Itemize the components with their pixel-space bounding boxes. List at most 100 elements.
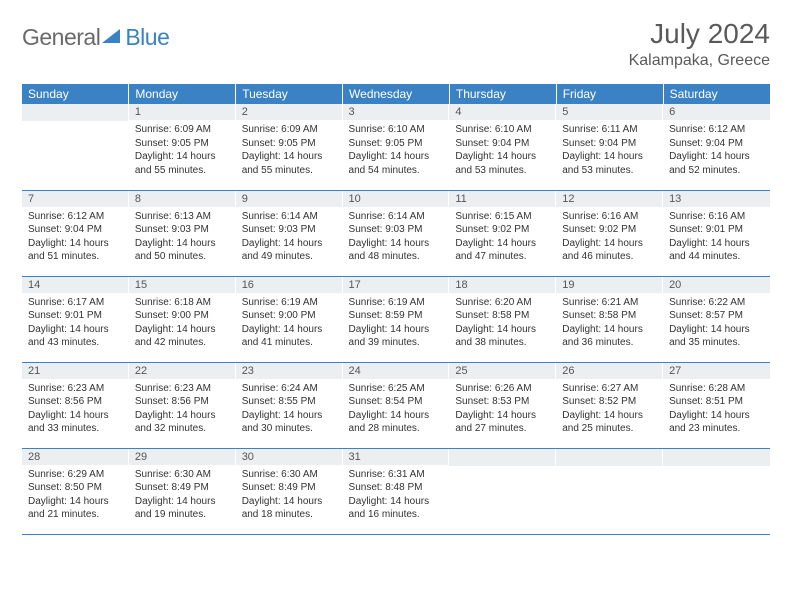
calendar-cell: 13Sunrise: 6:16 AMSunset: 9:01 PMDayligh… <box>663 190 770 276</box>
day-info: Sunrise: 6:25 AMSunset: 8:54 PMDaylight:… <box>343 379 450 440</box>
calendar-cell: 31Sunrise: 6:31 AMSunset: 8:48 PMDayligh… <box>343 448 450 534</box>
calendar-cell: 5Sunrise: 6:11 AMSunset: 9:04 PMDaylight… <box>556 104 663 190</box>
calendar-cell: 11Sunrise: 6:15 AMSunset: 9:02 PMDayligh… <box>449 190 556 276</box>
day-number-empty <box>663 449 770 466</box>
day-info: Sunrise: 6:20 AMSunset: 8:58 PMDaylight:… <box>449 293 556 354</box>
title-block: July 2024 Kalampaka, Greece <box>629 18 770 70</box>
calendar-cell: 3Sunrise: 6:10 AMSunset: 9:05 PMDaylight… <box>343 104 450 190</box>
calendar-cell: 24Sunrise: 6:25 AMSunset: 8:54 PMDayligh… <box>343 362 450 448</box>
day-number: 30 <box>236 449 343 465</box>
day-info: Sunrise: 6:16 AMSunset: 9:01 PMDaylight:… <box>663 207 770 268</box>
day-info: Sunrise: 6:10 AMSunset: 9:05 PMDaylight:… <box>343 120 450 181</box>
calendar-cell <box>449 448 556 534</box>
weekday-header: Tuesday <box>236 84 343 104</box>
calendar-cell: 15Sunrise: 6:18 AMSunset: 9:00 PMDayligh… <box>129 276 236 362</box>
calendar-body: 1Sunrise: 6:09 AMSunset: 9:05 PMDaylight… <box>22 104 770 534</box>
calendar-cell: 25Sunrise: 6:26 AMSunset: 8:53 PMDayligh… <box>449 362 556 448</box>
day-number: 25 <box>449 363 556 379</box>
calendar-row: 14Sunrise: 6:17 AMSunset: 9:01 PMDayligh… <box>22 276 770 362</box>
day-info: Sunrise: 6:24 AMSunset: 8:55 PMDaylight:… <box>236 379 343 440</box>
calendar-cell: 6Sunrise: 6:12 AMSunset: 9:04 PMDaylight… <box>663 104 770 190</box>
calendar-cell: 7Sunrise: 6:12 AMSunset: 9:04 PMDaylight… <box>22 190 129 276</box>
day-number: 11 <box>449 191 556 207</box>
calendar-cell: 4Sunrise: 6:10 AMSunset: 9:04 PMDaylight… <box>449 104 556 190</box>
weekday-header: Thursday <box>449 84 556 104</box>
day-info: Sunrise: 6:23 AMSunset: 8:56 PMDaylight:… <box>22 379 129 440</box>
calendar-cell: 14Sunrise: 6:17 AMSunset: 9:01 PMDayligh… <box>22 276 129 362</box>
day-number: 13 <box>663 191 770 207</box>
day-info: Sunrise: 6:29 AMSunset: 8:50 PMDaylight:… <box>22 465 129 526</box>
calendar-row: 28Sunrise: 6:29 AMSunset: 8:50 PMDayligh… <box>22 448 770 534</box>
calendar-cell: 1Sunrise: 6:09 AMSunset: 9:05 PMDaylight… <box>129 104 236 190</box>
day-number: 9 <box>236 191 343 207</box>
calendar-cell: 27Sunrise: 6:28 AMSunset: 8:51 PMDayligh… <box>663 362 770 448</box>
calendar-cell: 17Sunrise: 6:19 AMSunset: 8:59 PMDayligh… <box>343 276 450 362</box>
day-info: Sunrise: 6:22 AMSunset: 8:57 PMDaylight:… <box>663 293 770 354</box>
weekday-header: Friday <box>556 84 663 104</box>
calendar-cell: 26Sunrise: 6:27 AMSunset: 8:52 PMDayligh… <box>556 362 663 448</box>
day-number: 20 <box>663 277 770 293</box>
calendar-cell: 28Sunrise: 6:29 AMSunset: 8:50 PMDayligh… <box>22 448 129 534</box>
day-number-empty <box>556 449 663 466</box>
day-info: Sunrise: 6:19 AMSunset: 8:59 PMDaylight:… <box>343 293 450 354</box>
day-info: Sunrise: 6:14 AMSunset: 9:03 PMDaylight:… <box>236 207 343 268</box>
day-number: 2 <box>236 104 343 120</box>
day-info: Sunrise: 6:12 AMSunset: 9:04 PMDaylight:… <box>663 120 770 181</box>
day-info: Sunrise: 6:16 AMSunset: 9:02 PMDaylight:… <box>556 207 663 268</box>
day-info: Sunrise: 6:27 AMSunset: 8:52 PMDaylight:… <box>556 379 663 440</box>
calendar-cell: 30Sunrise: 6:30 AMSunset: 8:49 PMDayligh… <box>236 448 343 534</box>
calendar-cell: 8Sunrise: 6:13 AMSunset: 9:03 PMDaylight… <box>129 190 236 276</box>
calendar-cell: 21Sunrise: 6:23 AMSunset: 8:56 PMDayligh… <box>22 362 129 448</box>
day-number: 10 <box>343 191 450 207</box>
brand-triangle-icon <box>102 27 120 48</box>
day-info: Sunrise: 6:21 AMSunset: 8:58 PMDaylight:… <box>556 293 663 354</box>
day-number: 16 <box>236 277 343 293</box>
brand-text-left: General <box>22 24 100 51</box>
weekday-header: Saturday <box>663 84 770 104</box>
calendar-cell: 16Sunrise: 6:19 AMSunset: 9:00 PMDayligh… <box>236 276 343 362</box>
day-info: Sunrise: 6:10 AMSunset: 9:04 PMDaylight:… <box>449 120 556 181</box>
calendar-row: 1Sunrise: 6:09 AMSunset: 9:05 PMDaylight… <box>22 104 770 190</box>
day-number: 19 <box>556 277 663 293</box>
day-info: Sunrise: 6:19 AMSunset: 9:00 PMDaylight:… <box>236 293 343 354</box>
calendar-cell: 18Sunrise: 6:20 AMSunset: 8:58 PMDayligh… <box>449 276 556 362</box>
day-number: 23 <box>236 363 343 379</box>
day-info: Sunrise: 6:30 AMSunset: 8:49 PMDaylight:… <box>236 465 343 526</box>
weekday-header: Monday <box>129 84 236 104</box>
day-info: Sunrise: 6:30 AMSunset: 8:49 PMDaylight:… <box>129 465 236 526</box>
calendar-row: 21Sunrise: 6:23 AMSunset: 8:56 PMDayligh… <box>22 362 770 448</box>
day-info: Sunrise: 6:28 AMSunset: 8:51 PMDaylight:… <box>663 379 770 440</box>
day-number-empty <box>449 449 556 466</box>
day-info: Sunrise: 6:11 AMSunset: 9:04 PMDaylight:… <box>556 120 663 181</box>
calendar-cell <box>663 448 770 534</box>
calendar-cell: 10Sunrise: 6:14 AMSunset: 9:03 PMDayligh… <box>343 190 450 276</box>
calendar-cell: 12Sunrise: 6:16 AMSunset: 9:02 PMDayligh… <box>556 190 663 276</box>
calendar-cell <box>22 104 129 190</box>
calendar-cell: 19Sunrise: 6:21 AMSunset: 8:58 PMDayligh… <box>556 276 663 362</box>
calendar-cell: 22Sunrise: 6:23 AMSunset: 8:56 PMDayligh… <box>129 362 236 448</box>
day-info: Sunrise: 6:14 AMSunset: 9:03 PMDaylight:… <box>343 207 450 268</box>
calendar-cell: 2Sunrise: 6:09 AMSunset: 9:05 PMDaylight… <box>236 104 343 190</box>
day-number: 12 <box>556 191 663 207</box>
day-number: 7 <box>22 191 129 207</box>
day-number-empty <box>22 104 129 121</box>
calendar-cell: 29Sunrise: 6:30 AMSunset: 8:49 PMDayligh… <box>129 448 236 534</box>
day-info: Sunrise: 6:23 AMSunset: 8:56 PMDaylight:… <box>129 379 236 440</box>
day-number: 22 <box>129 363 236 379</box>
day-number: 6 <box>663 104 770 120</box>
brand-text-right: Blue <box>125 24 169 51</box>
location-label: Kalampaka, Greece <box>629 52 770 70</box>
day-number: 21 <box>22 363 129 379</box>
day-info: Sunrise: 6:18 AMSunset: 9:00 PMDaylight:… <box>129 293 236 354</box>
calendar-row: 7Sunrise: 6:12 AMSunset: 9:04 PMDaylight… <box>22 190 770 276</box>
calendar-cell: 9Sunrise: 6:14 AMSunset: 9:03 PMDaylight… <box>236 190 343 276</box>
day-number: 18 <box>449 277 556 293</box>
day-number: 29 <box>129 449 236 465</box>
day-number: 1 <box>129 104 236 120</box>
calendar-cell: 20Sunrise: 6:22 AMSunset: 8:57 PMDayligh… <box>663 276 770 362</box>
header: General Blue July 2024 Kalampaka, Greece <box>22 18 770 70</box>
day-info: Sunrise: 6:13 AMSunset: 9:03 PMDaylight:… <box>129 207 236 268</box>
day-number: 8 <box>129 191 236 207</box>
day-number: 24 <box>343 363 450 379</box>
day-number: 31 <box>343 449 450 465</box>
